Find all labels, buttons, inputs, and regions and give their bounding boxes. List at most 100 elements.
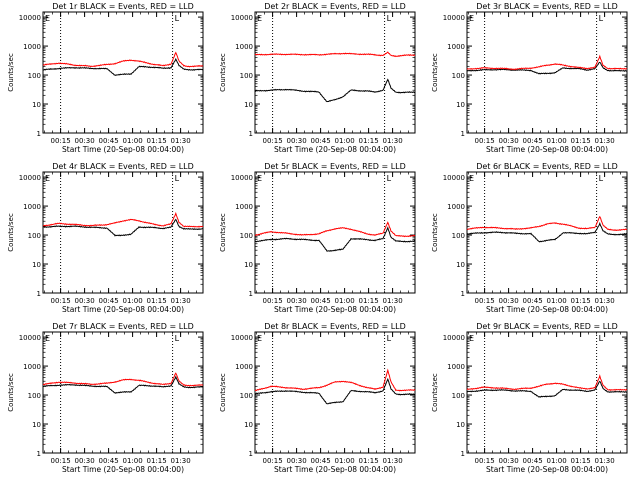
x-tick-label: 00:30 — [499, 137, 519, 145]
y-tick-label: 1 — [37, 450, 41, 458]
x-tick-label: 01:15 — [147, 457, 167, 465]
x-tick-label: 01:30 — [595, 137, 615, 145]
plot-frame — [466, 171, 628, 294]
panel-3: Det 3r BLACK = Events, RED = LLD 1 10 100 10… — [431, 2, 628, 154]
plot-frame — [466, 331, 628, 454]
series-line-lld — [254, 221, 416, 238]
y-tick-label: 10000 — [19, 14, 41, 22]
x-axis-label: Start Time (20-Sep-08 00:04:00) — [486, 305, 608, 314]
series-line-events — [254, 377, 416, 405]
x-tick-label: 00:45 — [99, 137, 119, 145]
y-tick-label: 10 — [456, 261, 465, 269]
series-line-lld — [466, 374, 628, 391]
y-tick-label: 1 — [249, 130, 253, 138]
legend-glyph: L — [599, 334, 604, 343]
legend-glyph: L — [175, 334, 180, 343]
x-tick-label: 00:45 — [99, 457, 119, 465]
x-tick-label: 00:45 — [311, 457, 331, 465]
y-tick-label: 10000 — [19, 174, 41, 182]
x-axis-label: Start Time (20-Sep-08 00:04:00) — [274, 305, 396, 314]
x-tick-label: 01:00 — [335, 297, 355, 305]
x-tick-label: 01:00 — [547, 297, 567, 305]
plot-frame — [466, 11, 628, 134]
legend-glyph: L — [599, 174, 604, 183]
y-axis-label: Counts/sec — [219, 53, 227, 92]
y-tick-label: 1000 — [235, 203, 253, 211]
series-line-events — [42, 57, 204, 76]
x-tick-label: 01:00 — [547, 137, 567, 145]
y-axis-label: Counts/sec — [431, 373, 439, 412]
x-tick-label: 01:30 — [595, 297, 615, 305]
series-line-events — [466, 221, 628, 243]
x-tick-label: 00:45 — [523, 297, 543, 305]
series-line-events — [466, 380, 628, 398]
legend-glyph: E — [469, 334, 474, 343]
y-tick-label: 1 — [461, 450, 465, 458]
y-axis-label: Counts/sec — [431, 53, 439, 92]
plot-frame — [42, 11, 204, 134]
series-line-events — [42, 375, 204, 394]
legend-glyph: L — [387, 174, 392, 183]
x-tick-label: 00:45 — [311, 297, 331, 305]
series-line-events — [254, 226, 416, 252]
y-axis-label: Counts/sec — [219, 213, 227, 252]
y-axis-label: Counts/sec — [7, 373, 15, 412]
legend-glyph: E — [45, 14, 50, 23]
x-axis-label: Start Time (20-Sep-08 00:04:00) — [62, 465, 184, 474]
y-tick-label: 100 — [28, 232, 41, 240]
plot-frame — [254, 11, 416, 134]
x-tick-label: 00:30 — [75, 457, 95, 465]
legend-glyph: E — [469, 14, 474, 23]
panel-title: Det 5r BLACK = Events, RED = LLD — [264, 162, 406, 171]
x-tick-label: 00:30 — [499, 457, 519, 465]
x-tick-label: 00:15 — [51, 457, 71, 465]
x-axis-label: Start Time (20-Sep-08 00:04:00) — [274, 465, 396, 474]
y-tick-label: 10000 — [231, 334, 253, 342]
x-tick-label: 00:45 — [311, 137, 331, 145]
legend-glyph: E — [257, 14, 262, 23]
x-tick-label: 01:30 — [595, 457, 615, 465]
panel-7: Det 7r BLACK = Events, RED = LLD 1 10 100 10… — [7, 322, 204, 474]
x-tick-label: 00:15 — [475, 457, 495, 465]
x-tick-label: 01:00 — [123, 137, 143, 145]
legend-glyph: E — [257, 334, 262, 343]
y-tick-label: 10 — [456, 101, 465, 109]
x-tick-label: 00:15 — [51, 137, 71, 145]
x-tick-label: 00:30 — [287, 457, 307, 465]
y-tick-label: 1 — [461, 290, 465, 298]
x-tick-label: 01:15 — [359, 457, 379, 465]
series-line-lld — [466, 215, 628, 232]
y-axis-label: Counts/sec — [431, 213, 439, 252]
panel-title: Det 2r BLACK = Events, RED = LLD — [264, 2, 406, 11]
y-tick-label: 100 — [452, 72, 465, 80]
x-tick-label: 01:30 — [171, 137, 191, 145]
y-tick-label: 10 — [244, 101, 253, 109]
x-tick-label: 01:30 — [383, 297, 403, 305]
x-tick-label: 01:00 — [547, 457, 567, 465]
x-axis-label: Start Time (20-Sep-08 00:04:00) — [486, 145, 608, 154]
x-tick-label: 00:15 — [263, 137, 283, 145]
series-line-events — [42, 218, 204, 237]
panel-1: Det 1r BLACK = Events, RED = LLD 1 10 100 10… — [7, 2, 204, 154]
y-tick-label: 10 — [32, 101, 41, 109]
y-tick-label: 10000 — [443, 174, 465, 182]
y-tick-label: 1 — [37, 290, 41, 298]
series-line-lld — [42, 211, 204, 228]
panel-6: Det 6r BLACK = Events, RED = LLD 1 10 100 10… — [431, 162, 628, 314]
x-tick-label: 01:15 — [571, 297, 591, 305]
legend-glyph: E — [469, 174, 474, 183]
y-tick-label: 10000 — [19, 334, 41, 342]
x-tick-label: 00:30 — [75, 137, 95, 145]
x-tick-label: 01:30 — [383, 137, 403, 145]
y-tick-label: 10 — [244, 261, 253, 269]
panel-5: Det 5r BLACK = Events, RED = LLD 1 10 100 10… — [219, 162, 416, 314]
x-tick-label: 00:30 — [287, 137, 307, 145]
x-tick-label: 01:30 — [171, 457, 191, 465]
y-tick-label: 10000 — [443, 14, 465, 22]
series-line-lld — [42, 51, 204, 68]
y-tick-label: 1 — [37, 130, 41, 138]
y-tick-label: 10000 — [231, 14, 253, 22]
y-tick-label: 10 — [32, 421, 41, 429]
y-tick-label: 10000 — [231, 174, 253, 182]
x-tick-label: 00:15 — [475, 137, 495, 145]
